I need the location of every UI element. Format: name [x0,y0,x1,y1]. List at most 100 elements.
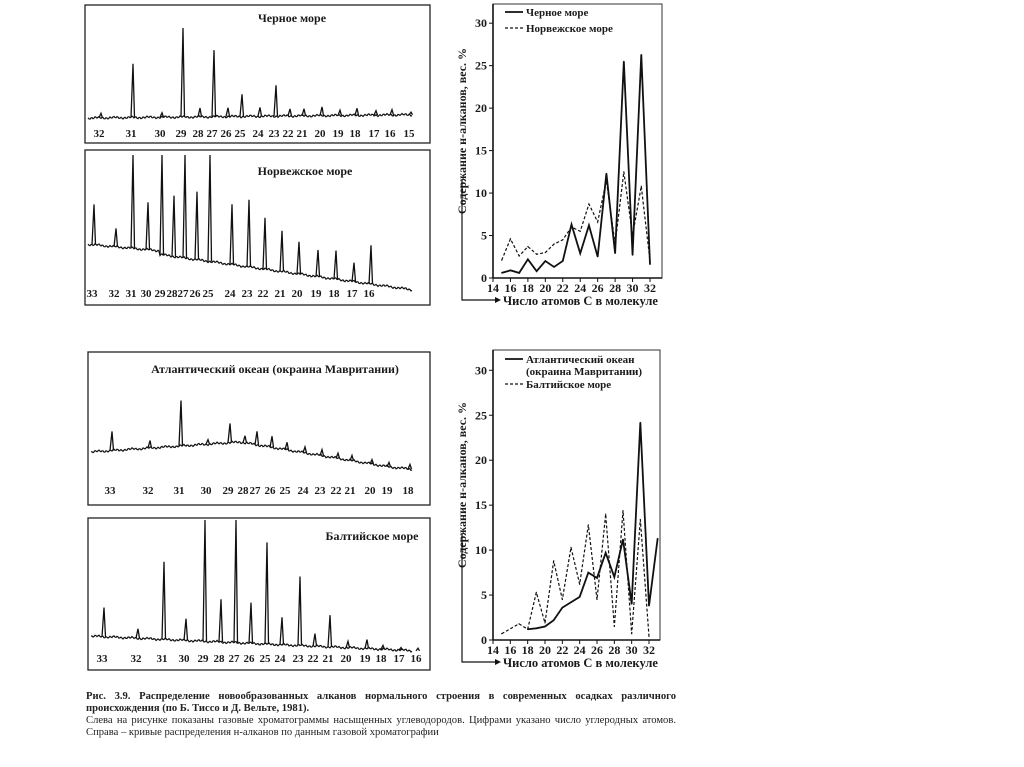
data-point [596,598,598,601]
x-tick-label: 24 [574,643,586,657]
x-tick-label: 22 [557,281,569,295]
chromatogram-peak [246,199,252,267]
chromatogram-frame [84,149,431,306]
series-line [527,422,659,631]
peak-label: 29 [176,128,188,140]
x-tick-label: 30 [627,281,639,295]
chromatogram-peak [101,607,107,637]
data-point [501,633,503,635]
chromatogram-peak [319,106,325,116]
peak-label: 31 [126,128,137,140]
peak-label: 30 [179,653,191,665]
chromatogram-peak [312,633,318,647]
peak-label: 27 [207,128,219,140]
data-point [622,538,624,540]
data-point [587,524,589,526]
peak-label: 18 [376,653,388,665]
x-tick-label: 32 [644,281,656,295]
data-point [544,622,546,624]
data-point [535,627,537,629]
chromatogram-peak [415,647,421,652]
chromatogram-peak [284,442,290,450]
data-point [640,185,642,187]
chromatogram-baseline [90,440,413,472]
data-point [605,552,607,554]
axis-arrow [461,179,495,301]
peak-label: 19 [333,128,345,140]
x-tick-label: 24 [574,281,586,295]
legend-label: Атлантический океан (окраина Мавритании) [526,354,642,378]
x-tick-label: 14 [487,643,499,657]
peak-label: 18 [350,128,362,140]
data-point [518,255,520,257]
peak-label: 21 [323,653,334,665]
data-point [588,224,590,226]
x-tick-label: 28 [608,643,620,657]
chromatogram-peak [227,423,233,443]
chromatogram-peak [113,228,119,247]
data-point [613,576,615,578]
y-tick-label: 10 [475,186,487,200]
data-point [527,245,529,248]
chromatogram-peak [319,447,325,456]
chromatogram-peak [159,154,165,255]
chromatogram-peak [301,108,307,116]
chromatogram-peak [269,436,275,448]
x-tick-label: 14 [487,281,499,295]
data-point [596,577,598,579]
peak-label: 26 [190,288,202,300]
peak-label: 25 [260,653,272,665]
data-point [553,560,555,562]
chromatogram-title: Норвежское море [258,164,353,178]
y-tick-label: 15 [475,144,487,158]
peak-label: 32 [131,653,143,665]
chromatogram-peak [264,542,270,645]
peak-label: 28 [238,485,250,497]
chromatogram-title: Балтийское море [326,529,420,543]
chromatogram-peak [109,431,115,451]
data-point [579,230,581,232]
chromatogram-peak [205,437,211,445]
y-tick-label: 30 [475,363,487,377]
data-point [649,260,651,262]
peak-label: 31 [126,288,137,300]
y-tick-label: 30 [475,16,487,30]
data-point [597,256,599,258]
legend-label: Балтийское море [526,379,611,391]
series-line [501,171,651,262]
data-point [639,518,641,521]
data-point [649,263,651,266]
chromatogram-peak [398,646,404,651]
data-point [648,605,650,607]
peak-label: 23 [269,128,281,140]
peak-label: 22 [331,485,343,497]
chromatogram-peak [337,108,343,116]
data-point [570,601,572,603]
peak-label: 23 [293,653,305,665]
peak-label: 21 [345,485,356,497]
peak-label: 26 [265,485,277,497]
chromatogram-peak [225,107,231,117]
peak-label: 26 [221,128,233,140]
x-tick-label: 32 [643,643,655,657]
peak-label: 16 [385,128,397,140]
peak-label: 27 [229,653,241,665]
x-tick-label: 22 [556,643,568,657]
chromatogram-frame [87,517,431,671]
data-point [657,537,659,540]
chromatogram-peak [180,27,186,118]
chromatogram-peak [279,617,285,645]
data-point [561,598,563,601]
data-point [640,54,642,56]
peak-label: 17 [394,653,406,665]
peak-label: 17 [347,288,359,300]
data-point [561,607,563,609]
data-point [605,172,607,175]
x-tick-label: 18 [522,643,534,657]
chromatogram-peak [380,643,386,650]
y-tick-label: 25 [475,408,487,422]
data-point [614,243,616,245]
figure-caption: Рис. 3.9. Распределение новообразованных… [86,691,676,739]
data-point [622,509,624,512]
